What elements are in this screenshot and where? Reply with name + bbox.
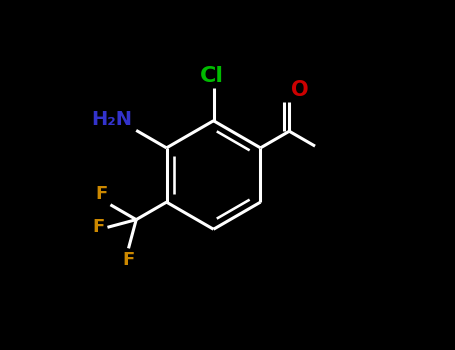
Text: F: F xyxy=(122,251,135,269)
Text: H₂N: H₂N xyxy=(92,110,133,128)
Text: F: F xyxy=(92,218,105,236)
Text: O: O xyxy=(291,80,308,100)
Text: Cl: Cl xyxy=(200,66,224,86)
Text: F: F xyxy=(96,186,108,203)
